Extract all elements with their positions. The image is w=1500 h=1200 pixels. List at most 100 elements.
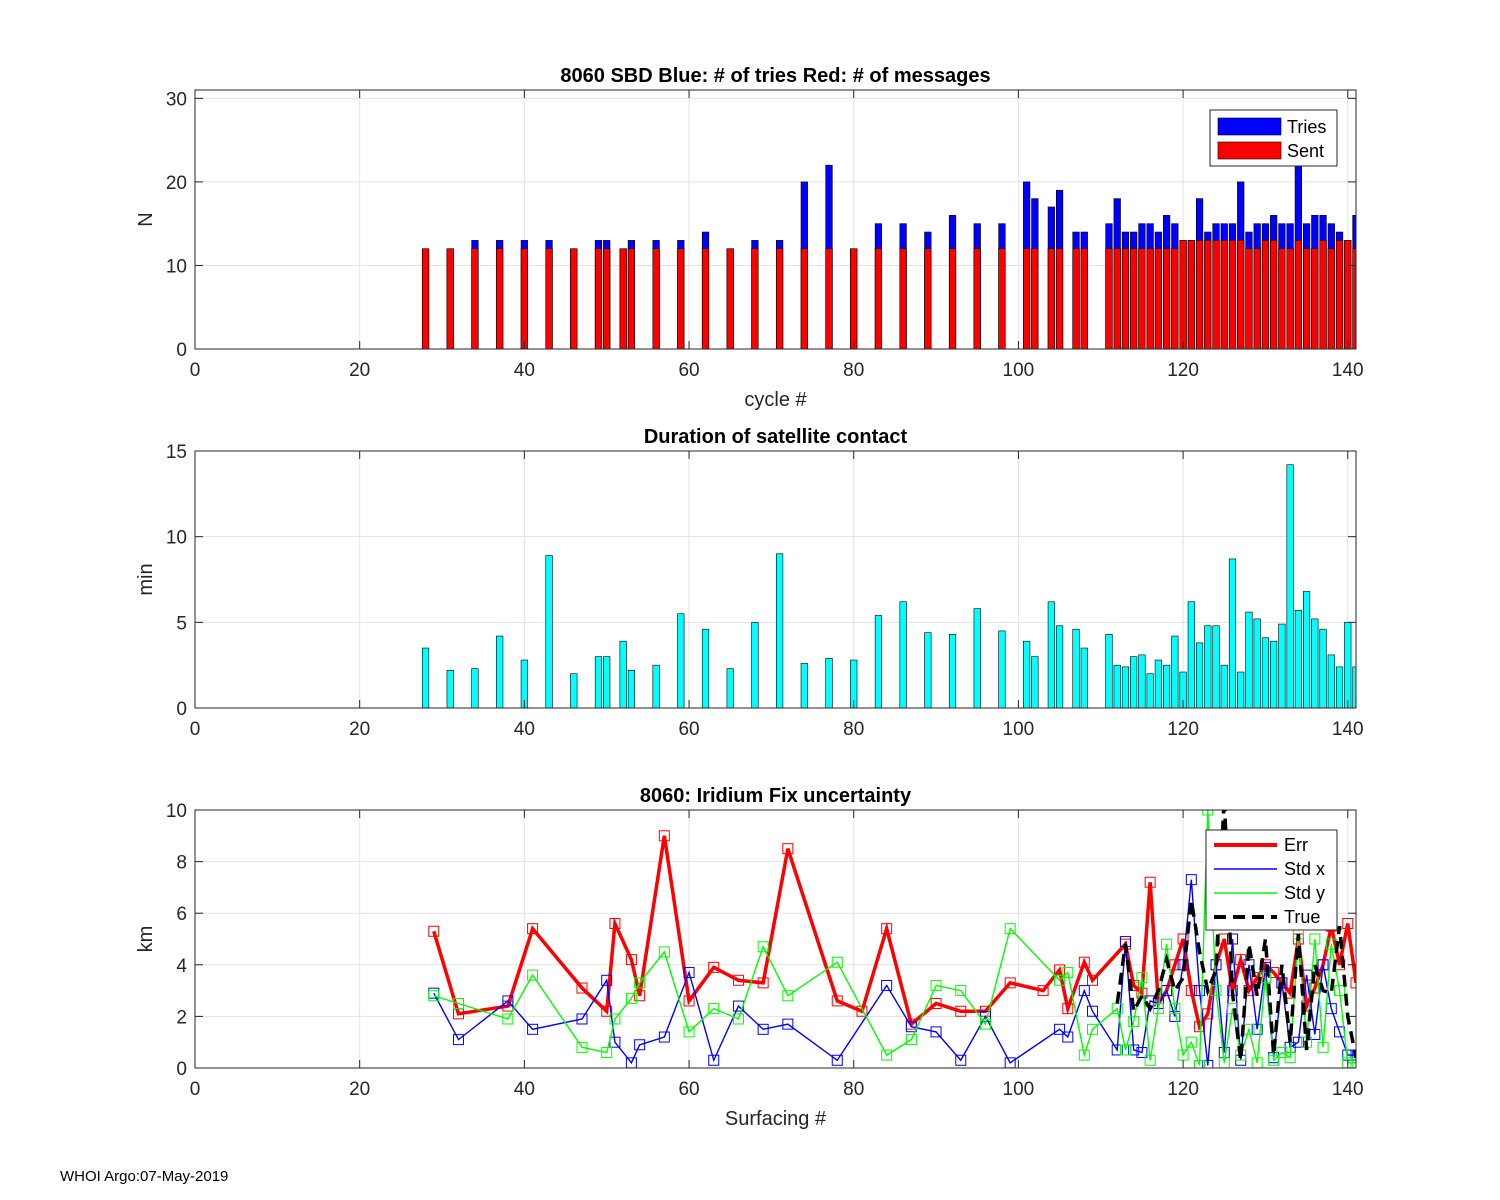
marker-std-x-109	[1087, 1005, 1099, 1017]
y-tick-label: 20	[166, 173, 187, 194]
bar-sent-74	[800, 248, 808, 349]
marker-err-129	[1251, 972, 1263, 984]
bar-duration-120	[1179, 671, 1187, 708]
legend-label-std-y: Std y	[1284, 883, 1325, 903]
marker-std-y-41	[527, 969, 539, 981]
marker-std-y-141	[1350, 1057, 1356, 1068]
bar-duration-130	[1261, 637, 1270, 708]
marker-err-106	[1062, 1003, 1074, 1015]
bar-sent-130	[1261, 240, 1270, 349]
marker-std-y-137	[1317, 1041, 1329, 1053]
marker-std-y-72	[782, 990, 794, 1002]
bar-sent-95	[973, 248, 981, 349]
plot-content	[428, 810, 1356, 1068]
bar-duration-74	[800, 663, 808, 708]
marker-err-57	[658, 830, 670, 842]
marker-std-x-118	[1161, 985, 1173, 997]
marker-err-120	[1177, 933, 1189, 945]
bar-sent-107	[1072, 248, 1080, 349]
bar-duration-53	[627, 670, 635, 708]
legend-label-true: True	[1284, 907, 1320, 927]
marker-err-29	[428, 925, 440, 937]
bar-sent-28	[421, 248, 430, 349]
marker-err-99	[1004, 977, 1016, 989]
marker-std-y-108	[1078, 1049, 1090, 1061]
marker-std-x-54	[634, 1039, 646, 1051]
bar-duration-71	[776, 553, 784, 708]
bar-sent-56	[652, 248, 660, 349]
marker-std-x-32	[452, 1034, 464, 1046]
bar-sent-123	[1204, 240, 1212, 349]
bar-sent-101	[1023, 248, 1031, 349]
bar-duration-137	[1319, 628, 1327, 708]
marker-err-72	[782, 843, 794, 855]
bar-sent-40	[520, 248, 528, 349]
bar-sent-105	[1055, 248, 1064, 349]
line-std-x	[433, 879, 1356, 1066]
bar-sent-53	[627, 248, 635, 349]
bar-duration-104	[1047, 601, 1055, 708]
marker-std-y-51	[609, 1013, 621, 1025]
footer-label: WHOI Argo:07-May-2019	[60, 1168, 229, 1185]
bar-duration-118	[1163, 664, 1171, 708]
bar-duration-105	[1055, 625, 1064, 708]
marker-std-y-115	[1136, 972, 1148, 984]
bar-sent-132	[1278, 248, 1286, 349]
bar-sent-118	[1163, 248, 1171, 349]
chart-3: 0 20 40 60 80 100 120 140 0 2 4 6 8 10 8060: Iridium F…	[135, 785, 1364, 1130]
marker-std-y-118	[1161, 938, 1173, 950]
bar-sent-117	[1154, 248, 1162, 349]
bar-duration-50	[603, 656, 611, 708]
legend: Err Std x Std y True	[1205, 829, 1338, 931]
bar-duration-124	[1212, 625, 1220, 708]
y-tick-label: 10	[166, 528, 187, 549]
y-axis-label: min	[135, 563, 157, 595]
bar-duration-132	[1278, 623, 1286, 708]
bar-duration-111	[1105, 634, 1113, 708]
bar-duration-77	[825, 658, 833, 708]
bar-sent-124	[1212, 240, 1220, 349]
marker-std-x-112	[1111, 1044, 1123, 1056]
bar-duration-115	[1138, 654, 1146, 708]
bar-sent-116	[1146, 248, 1154, 349]
bar-duration-116	[1146, 673, 1154, 708]
marker-std-y-116	[1144, 1054, 1156, 1066]
plot-content	[421, 464, 1356, 708]
marker-std-x-90	[930, 1026, 942, 1038]
bar-duration-95	[973, 608, 981, 708]
bar-sent-98	[998, 248, 1006, 349]
marker-std-y-53	[625, 992, 637, 1004]
bar-sent-138	[1327, 248, 1335, 349]
x-tick-label: 120	[1167, 360, 1199, 381]
marker-err-78	[831, 995, 843, 1007]
bar-duration-119	[1171, 635, 1179, 708]
y-axis-label: N	[135, 212, 157, 226]
marker-std-x-41	[527, 1023, 539, 1035]
marker-std-x-72	[782, 1018, 794, 1030]
marker-std-x-60	[683, 967, 695, 979]
marker-std-y-60	[683, 1026, 695, 1038]
bar-sent-83	[874, 248, 883, 349]
bar-sent-128	[1245, 248, 1253, 349]
marker-std-y-133	[1284, 1052, 1296, 1064]
legend-swatch-sent	[1217, 141, 1282, 160]
bar-sent-102	[1031, 248, 1039, 349]
marker-std-y-126	[1226, 1003, 1238, 1015]
bar-duration-62	[701, 628, 710, 708]
x-tick-label: 80	[843, 360, 864, 381]
chart-title: 8060 SBD Blue: # of tries Red: # of mess…	[560, 65, 990, 87]
bar-duration-117	[1154, 659, 1162, 708]
y-tick-label: 0	[176, 340, 187, 361]
plot-area	[195, 90, 1356, 349]
bar-duration-126	[1228, 558, 1237, 708]
bar-sent-113	[1121, 248, 1130, 349]
y-tick-label: 10	[166, 801, 187, 822]
marker-std-x-108	[1078, 985, 1090, 997]
bar-sent-122	[1195, 240, 1204, 349]
bar-duration-131	[1270, 640, 1278, 708]
marker-std-x-134	[1292, 1036, 1304, 1048]
chart-title: 8060: Iridium Fix uncertainty	[640, 785, 912, 807]
bar-duration-65	[726, 668, 734, 708]
bar-sent-131	[1270, 240, 1278, 349]
